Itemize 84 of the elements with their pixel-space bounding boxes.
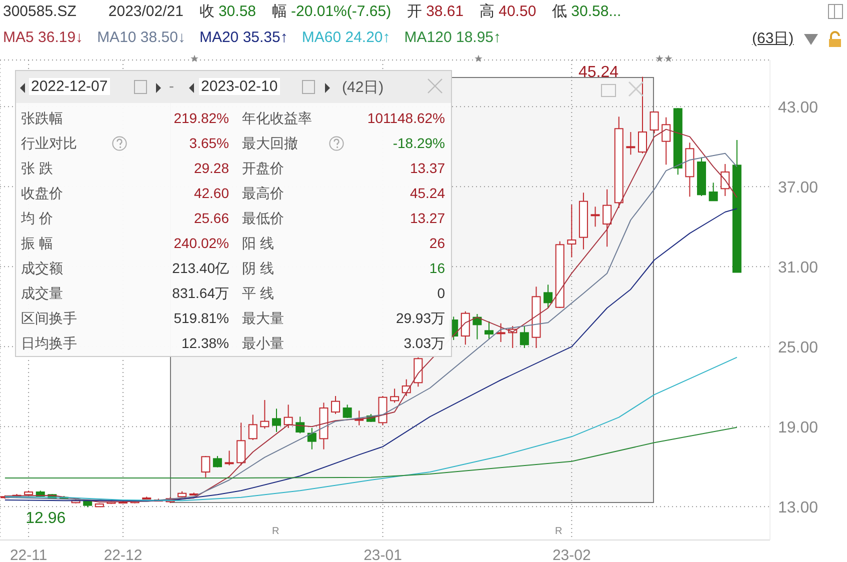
y-tick-label: 43.00 [778,99,818,116]
text: 幅 [272,2,288,21]
text: 30.58 [218,3,256,20]
annotation: 16 [429,260,445,276]
annotation: 0 [437,285,445,301]
annotation: 26 [429,235,445,251]
x-tick-label: 22-12 [104,547,142,562]
annotation: 成交量 [21,285,63,303]
text: 低 [552,2,568,21]
y-tick-label: 25.00 [778,339,818,356]
text: 18.95↑ [456,29,502,46]
text: MA5 [3,29,35,46]
annotation: ★★ [655,54,673,65]
text: 24.20↑ [345,29,390,46]
annotation: ★ [474,54,483,65]
annotation: 13.37 [410,160,445,176]
annotation: R [555,526,562,537]
annotation: 张 跌 [21,160,53,178]
annotation: (42日) [342,78,384,97]
chart-title: 300585.SZ [3,3,76,20]
annotation: 均 价 [21,210,53,228]
annotation: 240.02% [174,235,229,251]
annotation: 13.27 [410,210,445,226]
y-tick-label: 37.00 [778,179,818,196]
annotation: 29.28 [194,160,229,176]
annotation: 45.24 [410,185,445,201]
text: (63日) [752,29,794,48]
annotation: 最高价 [242,185,284,203]
annotation: 平 线 [242,285,274,303]
annotation: 12.38% [182,335,229,351]
annotation: 振 幅 [21,235,53,253]
annotation: 2022-12-07 [29,78,110,95]
text: 高 [480,2,495,21]
annotation: R [272,526,280,537]
text: 30.58... [571,3,622,20]
annotation: -18.29% [392,135,445,151]
annotation: 29.93万 [396,310,445,328]
annotation: ★ [190,54,199,65]
annotation: 3.03万 [404,335,445,353]
annotation: 行业对比 [21,135,77,153]
annotation: 12.96 [26,510,66,528]
x-tick-label: 23-02 [552,547,591,562]
annotation: 日均换手 [21,335,77,353]
annotation: 最小量 [242,335,284,353]
annotation: 最大回撤 [242,135,298,153]
x-tick-label: 22-11 [10,547,48,562]
annotation: 2023-02-10 [199,78,280,95]
annotation: 213.40亿 [172,260,229,278]
annotation: 25.66 [194,210,229,226]
annotation: 219.82% [174,110,229,126]
y-tick-label: 19.00 [778,419,818,436]
text: 38.50↓ [140,29,186,46]
annotation: 519.81% [174,310,229,326]
text: 38.61 [426,3,464,20]
text: MA20 [199,29,240,46]
annotation: 101148.62% [367,110,445,126]
annotation: 成交额 [21,260,63,278]
annotation: 阳 线 [242,235,274,253]
annotation: 最大量 [242,310,284,328]
annotation: 45.24 [578,64,619,81]
text: MA120 [404,29,453,46]
annotation: 区间换手 [21,310,77,328]
annotation: 张跌幅 [21,110,63,128]
y-tick-label: 13.00 [778,499,818,516]
text: 35.35↑ [242,29,288,46]
x-tick-label: 23-01 [364,547,402,562]
text: MA60 [302,29,342,46]
annotation: 831.64万 [172,285,229,303]
annotation: 最低价 [242,210,284,228]
y-tick-label: 31.00 [778,259,818,276]
annotation: - [169,78,174,95]
text: 36.19↓ [38,29,84,46]
annotation: 开盘价 [242,160,284,178]
text: MA10 [97,29,138,46]
annotation: 年化收益率 [242,110,312,128]
text: 开 [407,2,422,21]
annotation: 3.65% [189,135,229,151]
text: -20.01%(-7.65) [291,3,392,20]
annotation: 阴 线 [242,260,274,278]
annotation: 42.60 [194,185,229,201]
text: 收 [199,2,214,21]
text: 2023/02/21 [108,3,184,20]
annotation: 收盘价 [21,185,63,203]
text: 40.50 [498,3,536,20]
